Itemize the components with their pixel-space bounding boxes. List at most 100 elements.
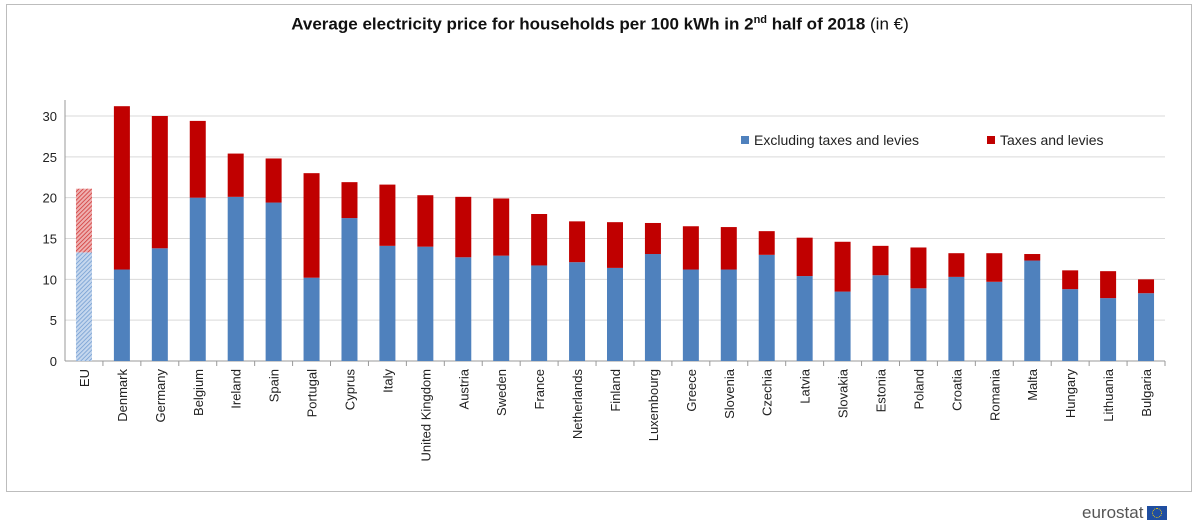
bar-excluding-taxes-estonia [872,275,889,361]
y-tick-label: 20 [43,191,57,206]
x-tick-label: Slovenia [722,368,737,419]
bar-excluding-taxes-germany [151,248,168,361]
bar-excluding-taxes-latvia [796,276,813,361]
x-tick-label: Luxembourg [646,369,661,441]
bar-taxes-france [531,214,548,266]
bar-excluding-taxes-luxembourg [644,254,661,361]
bar-excluding-taxes-malta [1024,260,1041,361]
bar-taxes-latvia [796,237,813,277]
bar-taxes-ireland [227,153,244,197]
x-tick-label: Netherlands [570,369,585,440]
bar-excluding-taxes-slovakia [834,291,851,361]
x-tick-label: Spain [267,369,282,402]
bar-taxes-croatia [948,253,965,277]
bar-excluding-taxes-sweden [493,255,510,361]
bar-excluding-taxes-czechia [758,254,775,361]
bar-excluding-taxes-lithuania [1100,298,1117,361]
x-tick-label: Estonia [874,368,889,412]
bar-excluding-taxes-portugal [303,277,320,361]
y-tick-label: 5 [50,313,57,328]
bar-excluding-taxes-spain [265,202,282,361]
title-unit: (in €) [870,14,909,34]
bar-excluding-taxes-poland [910,288,927,361]
chart-frame [6,4,1192,492]
bar-excluding-taxes-romania [986,281,1003,361]
y-tick-label: 15 [43,232,57,247]
x-tick-label: Italy [380,369,395,393]
bar-taxes-romania [986,253,1003,282]
title-text-rest: half of 2018 [767,14,866,34]
x-tick-label: Poland [911,369,926,409]
bar-taxes-germany [151,116,168,249]
bar-excluding-taxes-finland [607,267,623,361]
title-superscript: nd [753,14,768,26]
bar-taxes-sweden [493,198,510,256]
eu-flag-icon [1147,506,1168,520]
bar-excluding-taxes-france [531,265,548,361]
bar-taxes-portugal [303,173,320,278]
x-tick-label: Malta [1025,368,1040,401]
x-tick-label: France [532,369,547,409]
x-tick-label: Cyprus [342,369,357,411]
x-tick-label: Slovakia [836,368,851,418]
bar-taxes-eu [75,188,92,253]
y-tick-label: 25 [43,150,57,165]
bar-excluding-taxes-eu [75,252,92,361]
x-tick-label: Germany [153,369,168,423]
bar-taxes-denmark [113,106,130,270]
title-text: Average electricity price for households… [291,14,754,34]
bar-taxes-estonia [872,245,889,276]
x-tick-label: Latvia [798,368,813,403]
y-tick-label: 0 [50,354,57,369]
bar-excluding-taxes-greece [682,269,699,361]
x-tick-label: Belgium [191,369,206,416]
eurostat-logo: eurostat [1082,503,1168,523]
bar-taxes-slovenia [720,227,737,270]
bar-taxes-greece [682,226,699,270]
bar-excluding-taxes-united-kingdom [417,246,434,361]
x-tick-label: Denmark [115,369,130,422]
bar-excluding-taxes-bulgaria [1138,293,1155,361]
x-tick-label: Greece [684,369,699,412]
chart-title: Average electricity price for households… [0,14,1200,35]
bar-taxes-belgium [189,120,206,198]
bar-taxes-united-kingdom [417,195,434,247]
bar-taxes-slovakia [834,241,851,292]
x-tick-label: Finland [608,369,623,412]
y-tick-label: 30 [43,109,57,124]
x-tick-label: Sweden [494,369,509,416]
bar-taxes-poland [910,247,927,289]
bar-excluding-taxes-slovenia [720,269,737,361]
legend-swatch [741,136,749,144]
bar-excluding-taxes-austria [455,257,472,361]
bar-excluding-taxes-italy [379,245,396,361]
bar-taxes-lithuania [1100,271,1117,299]
bar-taxes-austria [455,196,472,258]
bar-taxes-czechia [758,231,775,255]
bar-taxes-hungary [1062,270,1079,290]
bar-taxes-finland [607,222,623,268]
x-tick-label: Croatia [949,368,964,411]
bar-taxes-bulgaria [1138,279,1155,294]
y-tick-label: 10 [43,272,57,287]
x-tick-label: Ireland [229,369,244,409]
x-tick-label: Bulgaria [1139,368,1154,416]
bar-taxes-malta [1024,254,1041,261]
bar-excluding-taxes-cyprus [341,218,358,361]
bar-excluding-taxes-denmark [113,269,130,361]
x-tick-label: Austria [456,368,471,409]
legend-swatch [987,136,995,144]
bar-excluding-taxes-ireland [227,196,244,361]
bar-excluding-taxes-netherlands [569,262,586,361]
x-tick-label: Lithuania [1101,368,1116,422]
bar-excluding-taxes-hungary [1062,289,1079,361]
bar-excluding-taxes-belgium [189,197,206,361]
x-tick-label: United Kingdom [418,369,433,462]
logo-text: eurostat [1082,503,1144,522]
bar-taxes-netherlands [569,221,586,263]
x-tick-label: Hungary [1063,369,1078,419]
bar-excluding-taxes-croatia [948,276,965,361]
bar-taxes-cyprus [341,182,358,219]
